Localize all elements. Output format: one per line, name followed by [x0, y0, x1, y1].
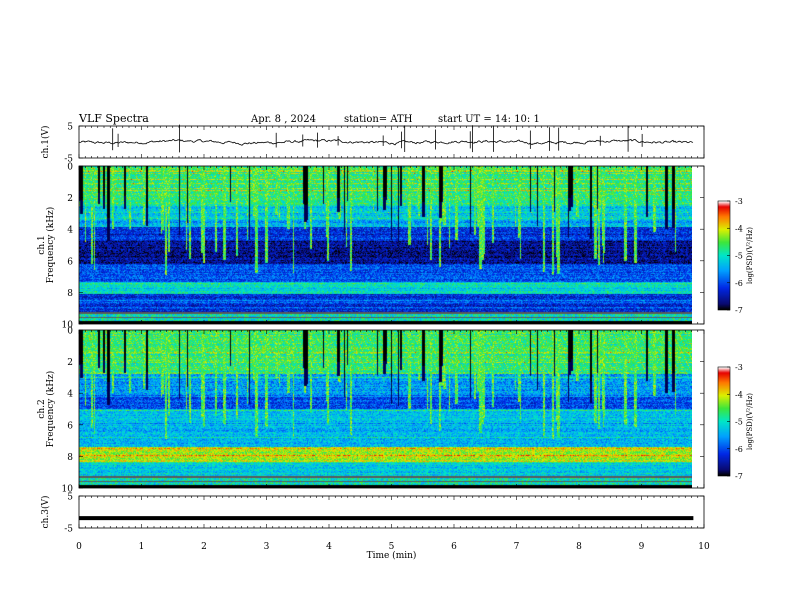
y-tick-label: 5 [67, 123, 73, 133]
y-tick-label: 0 [67, 327, 73, 337]
x-tick-label: 10 [698, 542, 710, 552]
panel-frame [78, 125, 705, 159]
y-tick-label: 4 [67, 390, 73, 400]
colorbar-label: log(PSD)(V²/Hz) [746, 227, 754, 284]
y-tick-label: 4 [67, 226, 73, 236]
colorbar-tick-label: -5 [735, 252, 743, 261]
x-tick-label: 7 [514, 542, 520, 552]
x-tick-label: 6 [451, 542, 457, 552]
station-label: station= ATH [344, 114, 413, 125]
x-tick-label: 4 [326, 542, 332, 552]
x-tick-label: 8 [576, 542, 582, 552]
x-tick-label: 3 [264, 542, 270, 552]
panel-frame [78, 329, 705, 489]
x-tick-label: 1 [139, 542, 145, 552]
colorbar-tick-label: -6 [735, 445, 743, 454]
y-axis-label: Frequency (kHz) [45, 207, 56, 284]
colorbar-tick-label: -3 [735, 197, 743, 206]
colorbar-tick-label: -3 [735, 363, 743, 372]
y-axis-label: ch.3(V) [40, 496, 51, 529]
colorbar-label: log(PSD)(V²/Hz) [746, 393, 754, 450]
y-tick-label: 8 [67, 453, 73, 463]
colorbar-tick-label: -7 [735, 306, 743, 315]
start-ut-label: start UT = 14: 10: 1 [438, 114, 540, 125]
ch1-spectrogram-image [79, 166, 692, 324]
y-axis-label: ch.2 [37, 399, 47, 418]
colorbar-tick-label: -4 [735, 224, 743, 233]
y-tick-label: 8 [67, 289, 73, 299]
ch2-spectrogram-image [79, 330, 692, 488]
y-tick-label: 6 [67, 257, 73, 267]
colorbar-tick-label: -7 [735, 472, 743, 481]
x-axis-label: Time (min) [367, 550, 417, 561]
colorbar-tick-label: -6 [735, 279, 743, 288]
ch1-waveform-trace [78, 138, 694, 146]
y-tick-label: 6 [67, 421, 73, 431]
panel-frame [78, 495, 705, 529]
y-axis-label: Frequency (kHz) [45, 371, 56, 448]
colorbar-tick-label: -5 [735, 418, 743, 427]
panel-frame [78, 165, 705, 325]
y-tick-label: 0 [67, 163, 73, 173]
figure-title: VLF Spectra [79, 112, 149, 125]
y-tick-label: 10 [62, 321, 74, 331]
y-tick-label: 5 [67, 493, 73, 503]
y-tick-label: 10 [62, 485, 74, 495]
colorbar-tick-label: -4 [735, 390, 743, 399]
y-tick-label: 2 [67, 194, 73, 204]
x-tick-label: 5 [389, 542, 395, 552]
y-axis-label: ch.1 [37, 235, 47, 254]
y-tick-label: -5 [64, 525, 73, 535]
y-tick-label: -5 [64, 155, 73, 165]
date-label: Apr. 8 , 2024 [251, 114, 317, 125]
x-tick-label: 9 [639, 542, 645, 552]
y-tick-label: 2 [67, 358, 73, 368]
y-axis-label: ch.1(V) [40, 126, 51, 159]
x-tick-label: 2 [201, 542, 207, 552]
x-tick-label: 0 [76, 542, 82, 552]
